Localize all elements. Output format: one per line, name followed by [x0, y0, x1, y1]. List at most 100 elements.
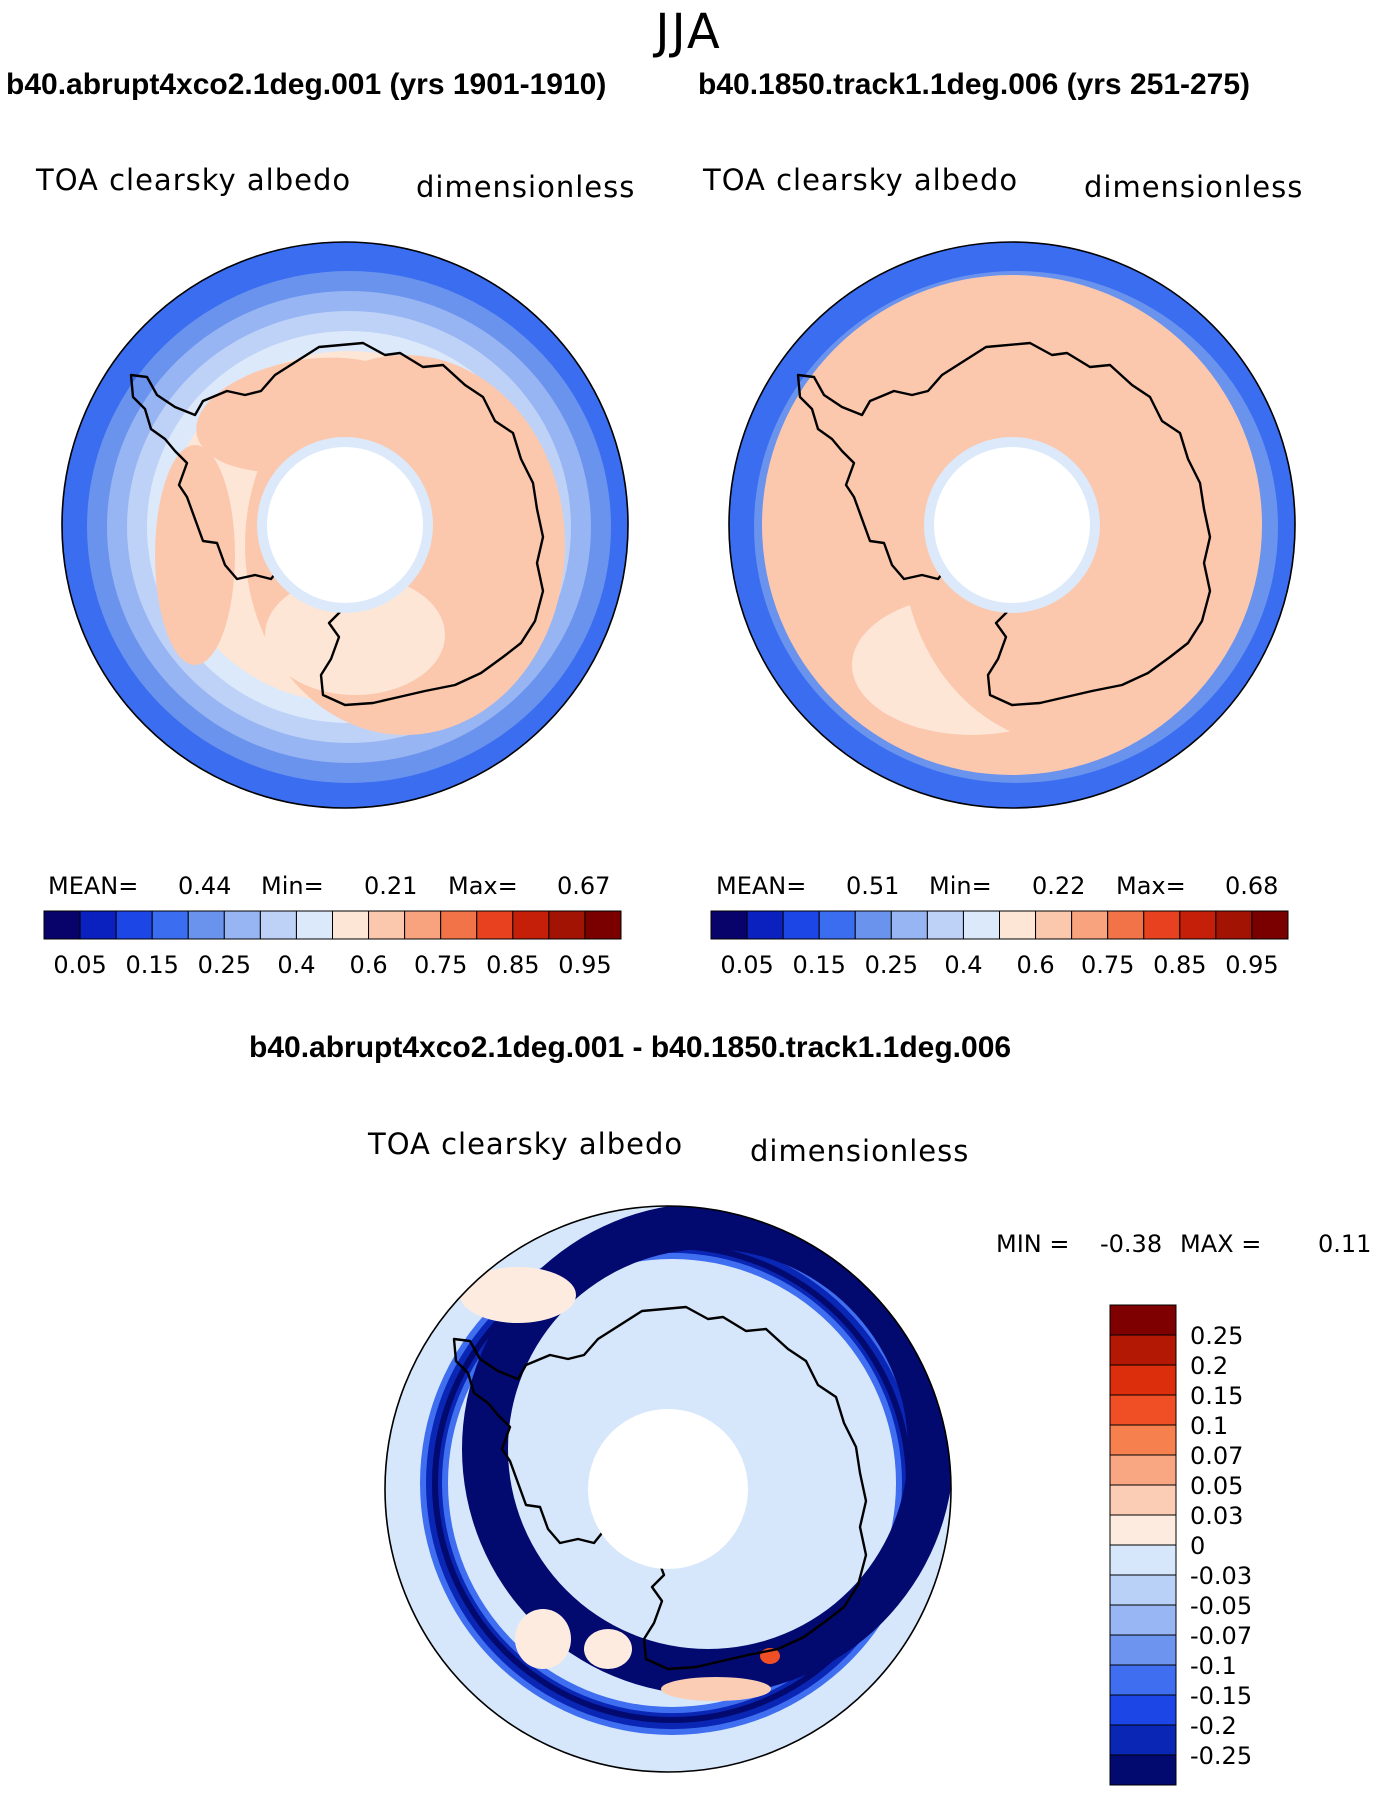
- diff-min-label: MIN =: [996, 1230, 1070, 1258]
- diff-colorbar-swatch-14: [1109, 1694, 1177, 1726]
- right-colorbar-swatch-7: [926, 910, 964, 940]
- left-colorbar-tick-label: 0.95: [558, 951, 611, 979]
- right-colorbar-tick-label: 0.15: [792, 951, 845, 979]
- left-units-label: dimensionless: [416, 170, 636, 204]
- diff-min-value: -0.38: [1100, 1230, 1163, 1258]
- diff-colorbar-swatch-3: [1109, 1364, 1177, 1396]
- left-min-value: 0.21: [364, 872, 418, 900]
- diff-colorbar-swatch-11: [1109, 1604, 1177, 1636]
- right-colorbar-swatch-14: [1179, 910, 1217, 940]
- right-max-value: 0.68: [1225, 872, 1279, 900]
- left-map-contour-patch-3: [155, 445, 235, 665]
- left-map-map-border: [61, 241, 629, 809]
- diff-map-positive-patch-3: [584, 1629, 632, 1669]
- diff-map-positive-patch-4: [661, 1677, 771, 1701]
- right-map-map-border: [728, 241, 1296, 809]
- diff-colorbar-tick-label: -0.15: [1190, 1682, 1252, 1710]
- diff-map-positive-patch-2: [515, 1609, 571, 1669]
- diff-colorbar-swatch-16: [1109, 1754, 1177, 1786]
- left-colorbar-tick-label: 0.25: [198, 951, 251, 979]
- diff-colorbar-tick-label: -0.07: [1190, 1622, 1252, 1650]
- diff-colorbar-swatch-9: [1109, 1544, 1177, 1576]
- left-colorbar-swatch-9: [332, 910, 370, 940]
- left-colorbar-swatch-10: [368, 910, 406, 940]
- left-min-label: Min=: [261, 872, 324, 900]
- left-variable-label: TOA clearsky albedo: [36, 163, 352, 197]
- right-colorbar-tick-label: 0.85: [1153, 951, 1206, 979]
- diff-units-label: dimensionless: [750, 1134, 970, 1168]
- left-colorbar-swatch-8: [295, 910, 333, 940]
- diff-colorbar-tick-label: 0.1: [1190, 1412, 1228, 1440]
- diff-colorbar-tick-label: -0.05: [1190, 1592, 1252, 1620]
- right-colorbar-tick-label: 0.95: [1225, 951, 1278, 979]
- diff-colorbar-tick-label: 0.25: [1190, 1322, 1243, 1350]
- diff-colorbar-swatch-8: [1109, 1514, 1177, 1546]
- left-colorbar-swatch-1: [43, 910, 81, 940]
- right-colorbar-tick-label: 0.4: [944, 951, 982, 979]
- right-colorbar-swatch-11: [1071, 910, 1109, 940]
- right-max-label: Max=: [1116, 872, 1186, 900]
- left-colorbar-tick-label: 0.4: [277, 951, 315, 979]
- right-units-label: dimensionless: [1084, 170, 1304, 204]
- left-colorbar-swatch-13: [476, 910, 514, 940]
- left-mean-value: 0.44: [178, 872, 232, 900]
- diff-colorbar-tick-label: -0.03: [1190, 1562, 1252, 1590]
- left-colorbar-swatch-4: [151, 910, 189, 940]
- diff-colorbar-swatch-7: [1109, 1484, 1177, 1516]
- right-colorbar-swatch-1: [710, 910, 748, 940]
- left-colorbar-swatch-14: [512, 910, 550, 940]
- left-colorbar-swatch-5: [187, 910, 225, 940]
- diff-colorbar-swatch-2: [1109, 1334, 1177, 1366]
- right-colorbar-swatch-15: [1215, 910, 1253, 940]
- diff-case-title: b40.abrupt4xco2.1deg.001 - b40.1850.trac…: [249, 1031, 1012, 1064]
- diff-colorbar-tick-label: -0.2: [1190, 1712, 1237, 1740]
- right-colorbar-swatch-4: [818, 910, 856, 940]
- diff-colorbar-tick-label: 0: [1190, 1532, 1205, 1560]
- left-colorbar-swatch-11: [404, 910, 442, 940]
- diff-colorbar-swatch-12: [1109, 1634, 1177, 1666]
- right-colorbar-tick-label: 0.25: [865, 951, 918, 979]
- left-max-label: Max=: [448, 872, 518, 900]
- right-colorbar-swatch-9: [999, 910, 1037, 940]
- diff-max-value: 0.11: [1318, 1230, 1372, 1258]
- figure-title: JJA: [655, 4, 722, 60]
- left-colorbar-swatch-2: [79, 910, 117, 940]
- right-colorbar-swatch-16: [1251, 910, 1289, 940]
- diff-colorbar-swatch-13: [1109, 1664, 1177, 1696]
- right-colorbar-tick-label: 0.6: [1016, 951, 1054, 979]
- left-map-field: [62, 242, 628, 808]
- diff-colorbar-swatch-1: [1109, 1304, 1177, 1336]
- diff-map-map-border: [384, 1205, 952, 1773]
- right-colorbar-swatch-10: [1035, 910, 1073, 940]
- right-colorbar-swatch-6: [890, 910, 928, 940]
- right-colorbar-swatch-13: [1143, 910, 1181, 940]
- left-colorbar-tick-label: 0.75: [414, 951, 467, 979]
- right-mean-label: MEAN=: [716, 872, 807, 900]
- left-colorbar-swatch-3: [115, 910, 153, 940]
- left-colorbar-tick-label: 0.6: [349, 951, 387, 979]
- right-colorbar-swatch-5: [854, 910, 892, 940]
- right-map-field: [729, 242, 1295, 808]
- right-map-pole-gap: [934, 447, 1090, 603]
- diff-colorbar-swatch-5: [1109, 1424, 1177, 1456]
- left-colorbar-tick-label: 0.85: [486, 951, 539, 979]
- right-mean-value: 0.51: [846, 872, 900, 900]
- diff-colorbar-swatch-4: [1109, 1394, 1177, 1426]
- left-mean-label: MEAN=: [48, 872, 139, 900]
- right-case-title: b40.1850.track1.1deg.006 (yrs 251-275): [698, 68, 1251, 101]
- left-colorbar-swatch-15: [548, 910, 586, 940]
- diff-colorbar-tick-label: 0.07: [1190, 1442, 1243, 1470]
- left-colorbar-tick-label: 0.15: [125, 951, 178, 979]
- right-colorbar-tick-label: 0.05: [720, 951, 773, 979]
- left-max-value: 0.67: [557, 872, 611, 900]
- right-colorbar-swatch-8: [962, 910, 1000, 940]
- left-colorbar-tick-label: 0.05: [53, 951, 106, 979]
- right-min-value: 0.22: [1032, 872, 1086, 900]
- right-colorbar-swatch-3: [782, 910, 820, 940]
- diff-colorbar-swatch-6: [1109, 1454, 1177, 1486]
- right-colorbar-swatch-2: [746, 910, 784, 940]
- right-min-label: Min=: [929, 872, 992, 900]
- diff-colorbar-tick-label: 0.05: [1190, 1472, 1243, 1500]
- diff-map-pole-gap: [588, 1409, 748, 1569]
